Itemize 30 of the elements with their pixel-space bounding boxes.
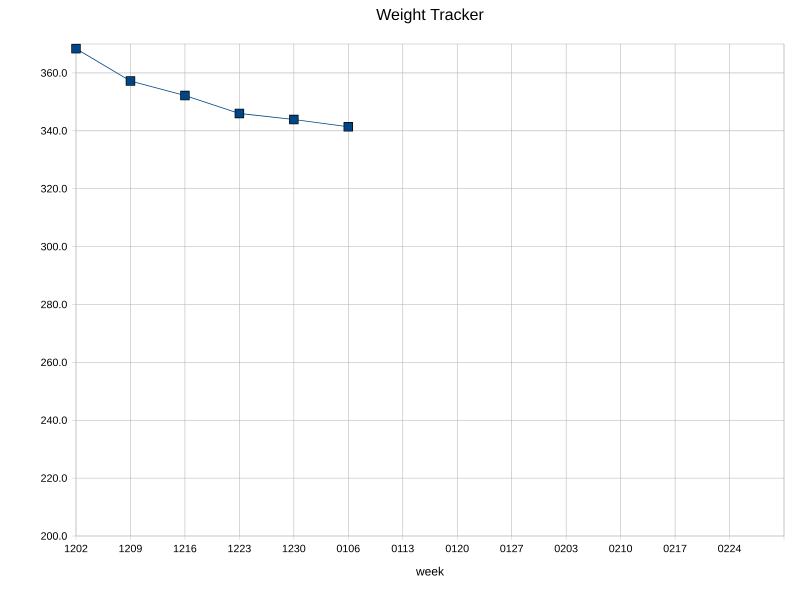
y-tick-label: 220.0 (41, 474, 67, 482)
point (71, 44, 81, 54)
x-tick-label: 0120 (446, 544, 469, 552)
x-tick-label: 0224 (718, 544, 742, 552)
y-tick-label: 280.0 (41, 300, 67, 308)
x-tick-label: 1230 (282, 544, 306, 552)
x-tick-label: 0203 (554, 544, 578, 552)
y-tick-label: 260.0 (41, 358, 67, 366)
y-tick-label: 240.0 (41, 416, 67, 424)
point (126, 76, 136, 86)
point (344, 122, 354, 132)
x-tick-label: 1202 (64, 544, 88, 552)
y-tick-label: 360.0 (40, 69, 67, 77)
y-tick-label: 320.0 (40, 184, 67, 192)
chart-title: Weight Tracker (376, 8, 484, 24)
x-tick-label: 0106 (336, 544, 360, 552)
x-tick-label: 0217 (664, 544, 686, 552)
y-tick-label: 340.0 (40, 127, 67, 135)
x-tick-label: 0113 (392, 544, 414, 552)
x-axis-title: week (416, 566, 444, 576)
x-tick-label: 0210 (609, 544, 632, 552)
point (234, 108, 244, 118)
point (289, 114, 299, 124)
y-tick-label: 200.0 (41, 532, 67, 540)
x-tick-label: 0127 (500, 544, 524, 552)
point (180, 90, 190, 100)
x-tick-label: 1209 (119, 544, 142, 552)
x-tick-label: 1223 (228, 544, 251, 552)
y-tick-label: 300.0 (40, 242, 67, 250)
x-tick-label: 1216 (174, 544, 196, 552)
